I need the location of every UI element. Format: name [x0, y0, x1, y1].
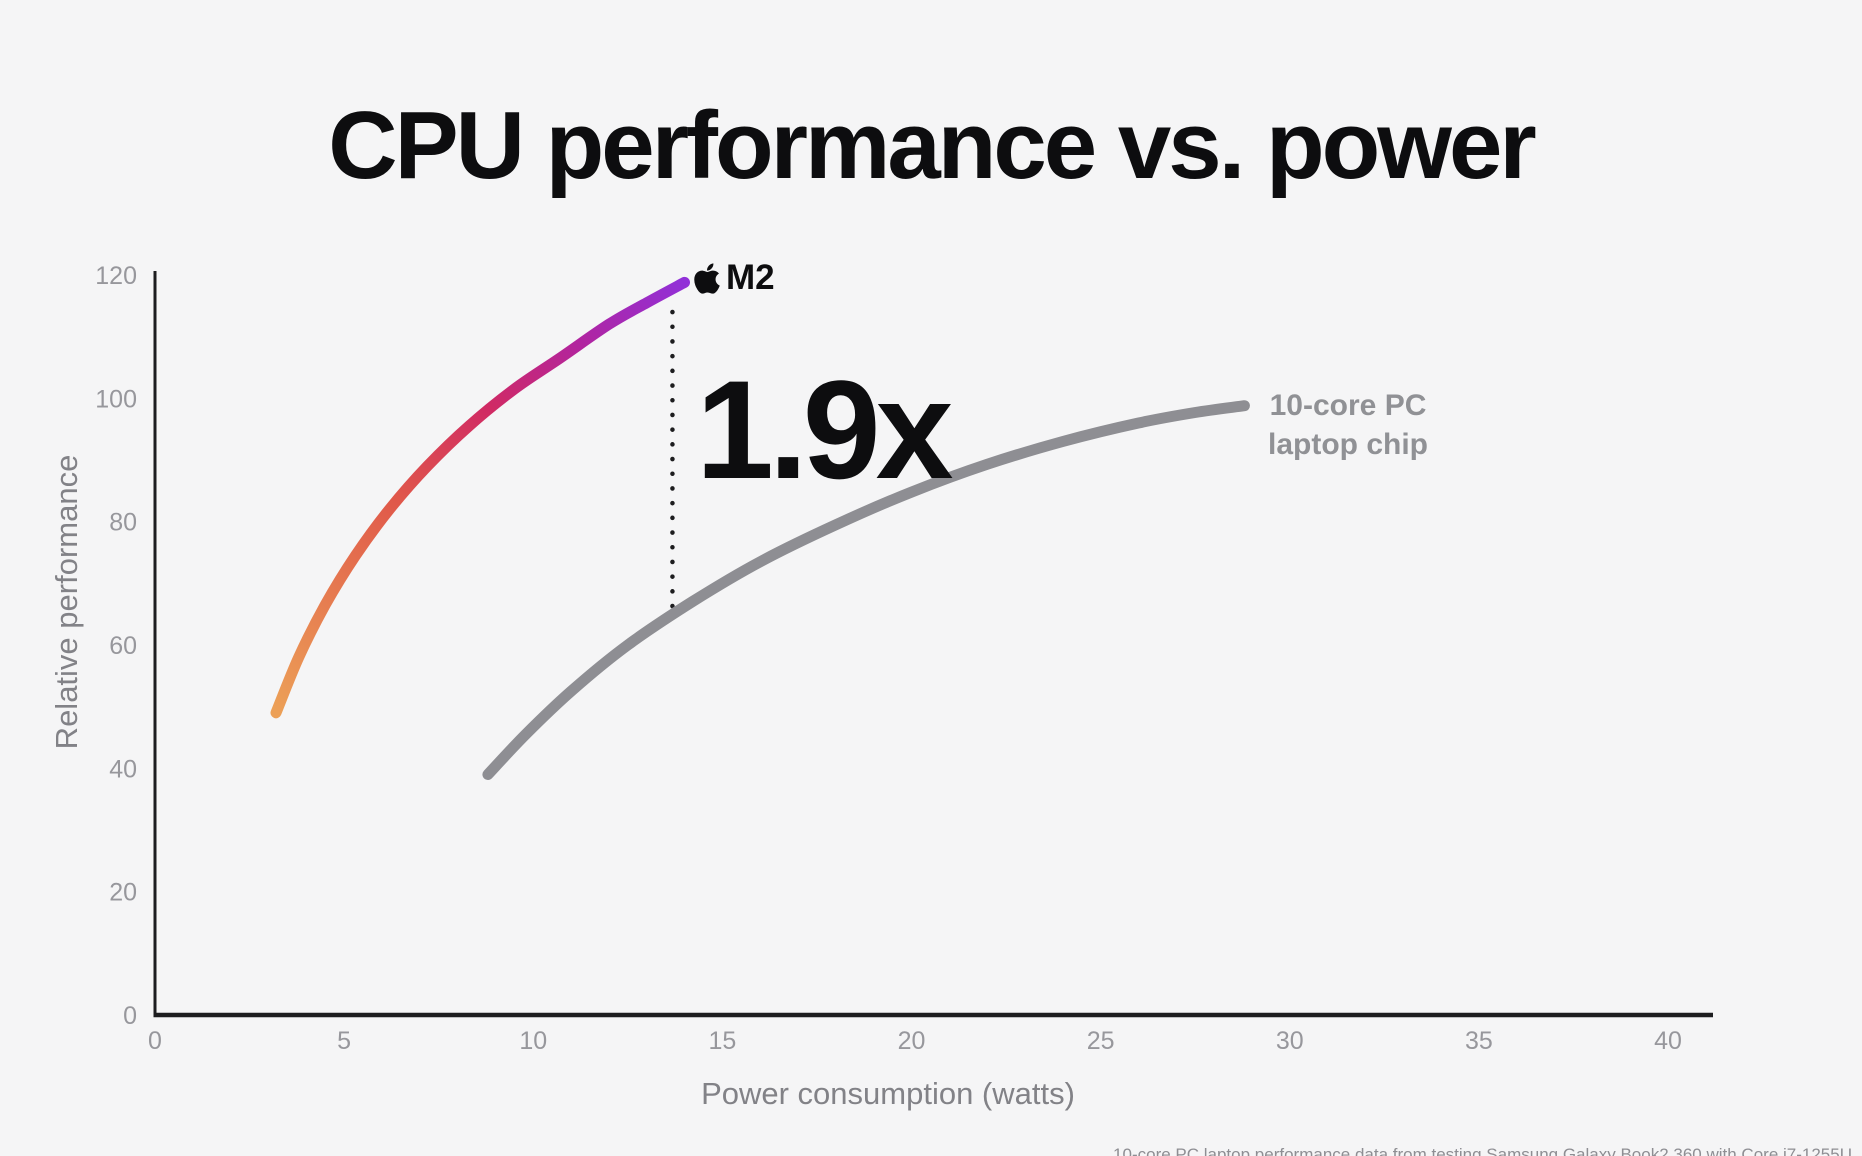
pc-laptop-chip-curve: [482, 400, 1250, 780]
x-tick-label: 10: [519, 1027, 547, 1055]
footnote: 10-core PC laptop performance data from …: [1113, 1145, 1852, 1156]
y-tick-label: 60: [109, 632, 137, 660]
chart-title: CPU performance vs. power: [328, 92, 1536, 199]
x-tick-label: 20: [898, 1027, 926, 1055]
y-tick-label: 120: [95, 262, 137, 290]
pc-series-text-line1: 10-core PC: [1269, 389, 1427, 422]
y-tick-label: 40: [109, 755, 137, 783]
x-tick-label: 40: [1654, 1027, 1682, 1055]
y-tick-label: 80: [109, 509, 137, 537]
x-tick-label: 25: [1087, 1027, 1115, 1055]
x-tick-label: 30: [1276, 1027, 1304, 1055]
pc-series-text-line2: laptop chip: [1268, 428, 1428, 461]
x-axis-title: Power consumption (watts): [701, 1076, 1075, 1111]
x-tick-label: 0: [148, 1027, 162, 1055]
x-tick-label: 35: [1465, 1027, 1493, 1055]
y-tick-label: 100: [95, 385, 137, 413]
y-tick-label: 0: [123, 1002, 137, 1030]
m2-curve: [270, 276, 690, 719]
y-tick-label: 20: [109, 879, 137, 907]
y-axis-title: Relative performance: [49, 454, 84, 750]
apple-logo-icon: [694, 262, 720, 294]
ratio-annotation: 1.9x: [696, 351, 953, 508]
x-tick-label: 15: [708, 1027, 736, 1055]
pc-series-label: 10-core PC laptop chip: [1252, 386, 1444, 464]
m2-series-label: M2: [694, 256, 775, 300]
m2-series-text: M2: [726, 258, 775, 297]
x-tick-label: 5: [337, 1027, 351, 1055]
